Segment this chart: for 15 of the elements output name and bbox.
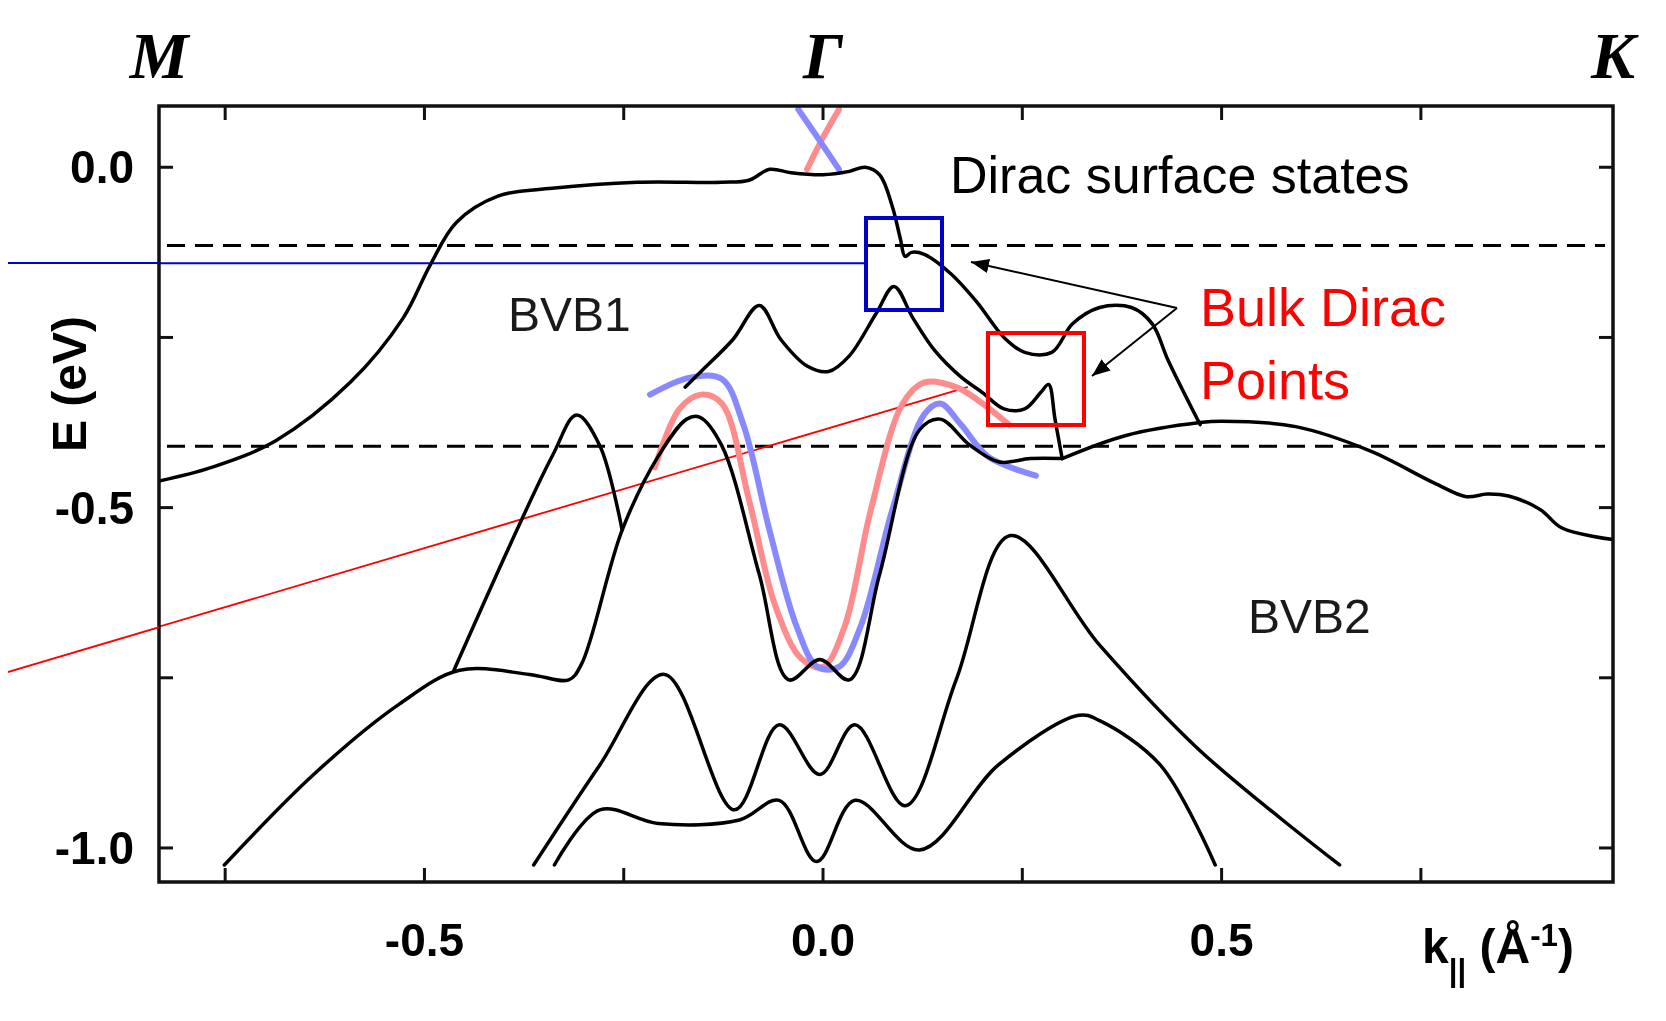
text: K [1589, 19, 1639, 92]
text: Γ [802, 19, 845, 92]
text: M [128, 19, 191, 92]
x-tick-label: 0.0 [791, 914, 855, 966]
annotation: Bulk Dirac Points [1200, 277, 1447, 410]
y-tick-label: -0.5 [54, 481, 134, 534]
y-tick-label: -1.0 [54, 821, 134, 874]
annotation: Dirac surface states [950, 146, 1410, 204]
y-tick-label: 0.0 [70, 141, 134, 194]
annotation: BVB2 [1248, 590, 1371, 643]
x-axis-title: k$_{||}$ (Å$^{-1}$) [1422, 917, 1574, 988]
x-tick-label: -0.5 [384, 914, 465, 966]
x-tick-label: 0.5 [1189, 914, 1254, 966]
annotation: BVB1 [508, 288, 631, 341]
y-axis-title: E (eV) [43, 315, 96, 453]
